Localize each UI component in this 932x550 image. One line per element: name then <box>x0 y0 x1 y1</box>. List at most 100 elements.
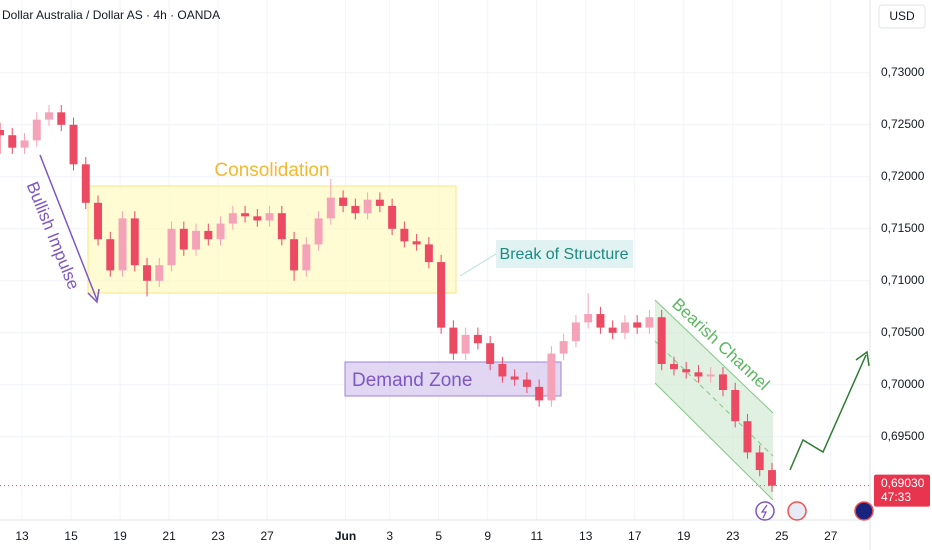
y-tick-label: 0,69500 <box>881 429 925 443</box>
candle-body <box>94 202 103 240</box>
annotation: Consolidation <box>214 160 329 181</box>
candle-body <box>522 379 531 387</box>
candle-body <box>767 470 776 486</box>
candle-body <box>130 218 139 266</box>
candle-body <box>375 199 384 206</box>
candle-body <box>412 241 421 245</box>
candle-body <box>57 112 66 125</box>
x-tick-label: 9 <box>484 529 491 543</box>
candle-body <box>277 213 286 240</box>
candle-body <box>400 228 409 242</box>
candle-body <box>461 334 470 354</box>
demand-zone <box>344 361 562 397</box>
candle-body <box>204 230 213 240</box>
last-price-label: 0,69030 <box>881 476 925 490</box>
candle-body <box>718 374 727 390</box>
candle-body <box>106 239 115 271</box>
candle-body <box>302 244 311 271</box>
candle-body <box>694 372 703 377</box>
candle-body <box>424 244 433 263</box>
countdown: 47:33 <box>881 490 911 504</box>
candle-body <box>228 213 237 224</box>
candle-body <box>657 317 666 364</box>
candle-body <box>179 228 188 250</box>
candle-body <box>351 205 360 214</box>
event-icon-glyph <box>760 504 768 519</box>
candle-body <box>363 199 372 214</box>
x-tick-label: 3 <box>386 529 393 543</box>
candle-body <box>755 452 764 471</box>
chart-title: Dollar Australia / Dollar AS · 4h · OAND… <box>2 8 220 22</box>
candle-body <box>669 364 678 370</box>
event-icon[interactable] <box>755 501 775 521</box>
y-tick-label: 0,70500 <box>881 325 925 339</box>
annotation: Bullish Impulse <box>23 179 83 292</box>
x-tick-label: 5 <box>435 529 442 543</box>
y-tick-label: 0,72000 <box>881 169 925 183</box>
candle-body <box>547 353 556 401</box>
candle-body <box>473 334 482 344</box>
x-tick-label: 13 <box>579 529 593 543</box>
candle-body <box>645 317 654 328</box>
candle-body <box>437 262 446 328</box>
candle-body <box>620 322 629 333</box>
candle-body <box>339 197 348 206</box>
candle-body <box>253 216 262 221</box>
projection-arrow <box>789 354 867 471</box>
candle-body <box>608 327 617 333</box>
candle-body <box>8 135 17 148</box>
candle-body <box>216 223 225 240</box>
event-icon[interactable] <box>854 501 874 521</box>
candle-body <box>45 112 53 120</box>
candle-body <box>0 130 4 136</box>
candle-body <box>118 218 127 271</box>
candle-body <box>81 164 90 203</box>
event-icon[interactable] <box>787 501 807 521</box>
channel-mid <box>654 340 774 457</box>
x-tick-label: 27 <box>260 529 274 543</box>
connector <box>459 253 497 277</box>
candle-body <box>559 341 568 354</box>
annotation: Demand Zone <box>352 370 472 391</box>
candle-body <box>731 390 740 422</box>
x-tick-label: 11 <box>530 529 543 543</box>
x-tick-label: 19 <box>113 529 127 543</box>
candle-body <box>535 386 544 401</box>
x-tick-label: 21 <box>162 529 176 543</box>
arrow-head <box>855 350 870 367</box>
arrow-head <box>87 288 100 304</box>
candle-body <box>743 421 752 453</box>
candle-body <box>69 124 78 165</box>
y-tick-label: 0,73000 <box>881 65 925 79</box>
x-tick-label: 17 <box>628 529 642 543</box>
y-tick-label: 0,71500 <box>881 221 925 235</box>
candle-body <box>596 314 605 328</box>
candle-body <box>20 140 29 148</box>
candle-body <box>326 197 335 219</box>
x-tick-label: 19 <box>677 529 691 543</box>
candle-body <box>155 265 164 281</box>
candle-body <box>192 230 201 250</box>
candle-body <box>32 119 41 141</box>
candle-body <box>633 322 642 328</box>
x-tick-label: 27 <box>824 529 838 543</box>
candle-body <box>143 265 152 281</box>
axis-layer: 0,73000 0,72500 0,72000 0,71500 0,71000 0,705… <box>0 65 930 543</box>
candle-body <box>571 322 580 342</box>
annotation: Break of Structure <box>500 246 629 263</box>
candle-body <box>486 343 495 364</box>
x-tick-label: 23 <box>726 529 740 543</box>
candle-body <box>584 314 593 323</box>
currency-box[interactable] <box>878 4 926 29</box>
y-tick-label: 0,70000 <box>881 377 925 391</box>
x-tick-label: 25 <box>775 529 789 543</box>
candle-body <box>388 205 397 229</box>
candle-body <box>449 327 458 354</box>
y-tick-label: 0,72500 <box>881 117 925 131</box>
candle-body <box>498 364 507 377</box>
currency: USD <box>889 9 915 23</box>
label-box <box>496 240 633 268</box>
candle-body <box>682 369 691 373</box>
